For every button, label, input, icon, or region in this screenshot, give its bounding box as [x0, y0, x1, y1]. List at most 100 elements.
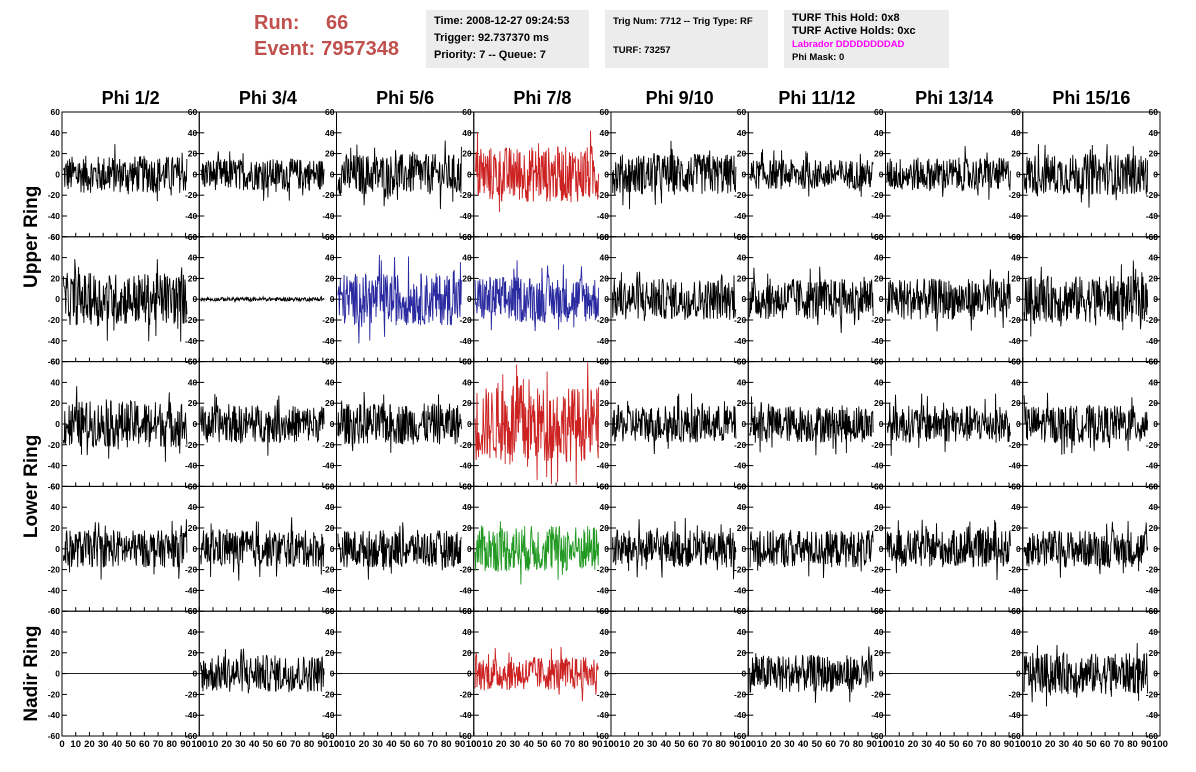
- y-tick-label: 0: [1153, 544, 1158, 554]
- y-tick-label: -60: [871, 731, 884, 741]
- y-tick-label: 60: [1149, 107, 1159, 117]
- waveform-trace: [62, 144, 188, 202]
- x-tick-label: 90: [729, 739, 740, 750]
- y-tick-label: -20: [48, 440, 61, 450]
- x-tick-label: 100: [740, 739, 756, 750]
- y-tick-label: -20: [1146, 190, 1159, 200]
- y-tick-label: -40: [1008, 461, 1021, 471]
- y-tick-label: 0: [604, 169, 609, 179]
- x-tick-label: 80: [578, 739, 589, 750]
- x-tick-label: 20: [359, 739, 370, 750]
- x-tick-label: 80: [853, 739, 864, 750]
- x-tick-label: 90: [317, 739, 328, 750]
- y-tick-label: 60: [325, 481, 335, 491]
- y-tick-label: -40: [185, 585, 198, 595]
- y-tick-label: -40: [1008, 211, 1021, 221]
- y-tick-label: 40: [325, 377, 335, 387]
- y-tick-label: 60: [737, 357, 747, 367]
- waveform-trace: [474, 362, 600, 485]
- y-tick-label: 60: [462, 357, 472, 367]
- x-tick-label: 50: [125, 739, 136, 750]
- y-tick-label: 40: [874, 502, 884, 512]
- y-tick-label: 40: [600, 627, 610, 637]
- y-tick-label: 20: [325, 648, 335, 658]
- y-tick-label: -20: [597, 565, 610, 575]
- x-tick-label: 70: [427, 739, 438, 750]
- waveform-trace: [200, 648, 325, 694]
- waveform-trace: [886, 519, 1011, 581]
- y-tick-label: -40: [1008, 710, 1021, 720]
- x-tick-label: 0: [1020, 739, 1025, 750]
- y-tick-label: 0: [193, 294, 198, 304]
- x-tick-label: 40: [249, 739, 260, 750]
- x-tick-label: 30: [921, 739, 932, 750]
- y-tick-label: 0: [1153, 669, 1158, 679]
- y-tick-label: 40: [737, 502, 747, 512]
- y-tick-label: 40: [51, 128, 61, 138]
- y-tick-label: -20: [185, 190, 198, 200]
- y-tick-label: 0: [467, 294, 472, 304]
- x-tick-label: 50: [400, 739, 411, 750]
- y-tick-label: -20: [1008, 565, 1021, 575]
- y-tick-label: 60: [462, 107, 472, 117]
- y-tick-label: -20: [734, 689, 747, 699]
- y-tick-label: 40: [462, 253, 472, 263]
- y-tick-label: -40: [871, 585, 884, 595]
- y-tick-label: 60: [188, 606, 198, 616]
- y-tick-label: -40: [1146, 336, 1159, 346]
- y-tick-label: 60: [462, 232, 472, 242]
- x-tick-label: 30: [1059, 739, 1070, 750]
- y-tick-label: 0: [1153, 169, 1158, 179]
- x-tick-label: 80: [441, 739, 452, 750]
- x-tick-label: 30: [235, 739, 246, 750]
- x-tick-label: 100: [1152, 739, 1168, 750]
- y-tick-label: 20: [188, 398, 198, 408]
- x-tick-label: 90: [1004, 739, 1015, 750]
- waveform-trace: [886, 269, 1011, 332]
- y-tick-label: 60: [600, 606, 610, 616]
- x-tick-label: 10: [619, 739, 630, 750]
- waveform-trace: [611, 517, 737, 580]
- y-tick-label: 60: [600, 357, 610, 367]
- x-tick-label: 50: [812, 739, 823, 750]
- y-tick-label: -40: [48, 710, 61, 720]
- y-tick-label: 20: [600, 648, 610, 658]
- y-tick-label: -40: [597, 211, 610, 221]
- x-tick-label: 0: [59, 739, 64, 750]
- waveform-trace: [611, 140, 737, 210]
- waveform-trace: [474, 646, 599, 702]
- y-tick-label: -20: [459, 190, 472, 200]
- turf-info-box: TURF This Hold: 0x8 TURF Active Holds: 0…: [784, 10, 949, 68]
- run-value: 66: [326, 12, 349, 34]
- column-title: Phi 9/10: [646, 88, 714, 108]
- y-tick-label: 20: [325, 523, 335, 533]
- y-tick-label: 0: [742, 294, 747, 304]
- y-tick-label: -20: [322, 440, 335, 450]
- y-tick-label: 60: [737, 107, 747, 117]
- y-tick-label: -20: [322, 689, 335, 699]
- y-tick-label: 20: [1149, 273, 1159, 283]
- y-tick-label: -40: [322, 585, 335, 595]
- y-tick-label: 40: [51, 627, 61, 637]
- waveform-trace: [749, 396, 874, 456]
- x-tick-label: 90: [180, 739, 191, 750]
- trigger-text: Trigger: 92.737370 ms: [434, 32, 549, 44]
- y-tick-label: 60: [462, 606, 472, 616]
- y-tick-label: 60: [188, 357, 198, 367]
- waveform-trace: [200, 393, 325, 456]
- y-tick-label: 40: [51, 502, 61, 512]
- y-tick-label: -20: [734, 190, 747, 200]
- waveform-trace: [474, 130, 600, 213]
- waveform-trace: [749, 266, 874, 334]
- y-tick-label: -20: [871, 689, 884, 699]
- y-tick-label: 0: [467, 419, 472, 429]
- x-tick-label: 10: [482, 739, 493, 750]
- column-title: Phi 3/4: [239, 88, 297, 108]
- y-tick-label: -40: [734, 336, 747, 346]
- y-tick-label: 0: [55, 169, 60, 179]
- y-tick-label: 40: [462, 627, 472, 637]
- x-tick-label: 60: [825, 739, 836, 750]
- x-tick-label: 90: [1141, 739, 1152, 750]
- y-tick-label: -20: [597, 689, 610, 699]
- y-tick-label: 0: [330, 669, 335, 679]
